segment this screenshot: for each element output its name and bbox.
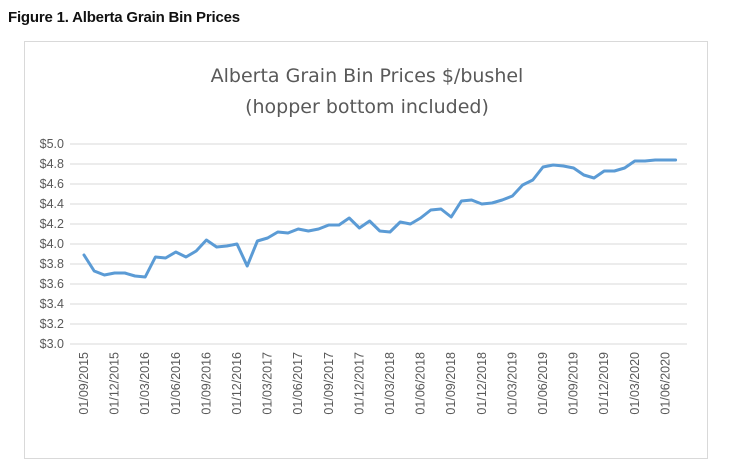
y-tick-label: $5.0 — [40, 137, 64, 151]
x-tick-label: 01/06/2017 — [291, 352, 305, 415]
y-tick-label: $3.2 — [40, 317, 64, 331]
x-tick-label: 01/03/2016 — [138, 352, 152, 415]
x-tick-label: 01/09/2019 — [567, 352, 581, 415]
chart-frame: Alberta Grain Bin Prices $/bushel (hoppe… — [24, 41, 708, 459]
series-line — [82, 158, 678, 279]
gridlines — [70, 143, 687, 345]
chart-subtitle: (hopper bottom included) — [245, 96, 489, 118]
y-tick-label: $3.8 — [40, 257, 64, 271]
x-tick-label: 01/12/2018 — [475, 352, 489, 415]
series-layer — [82, 158, 678, 279]
x-tick-label: 01/12/2019 — [597, 352, 611, 415]
y-tick-label: $4.0 — [40, 237, 64, 251]
y-axis-ticks: $3.0 $3.2 $3.4 $3.6 $3.8 $4.0 $4.2 $4.4 $4.6 $4.8… — [40, 137, 64, 351]
x-tick-label: 01/03/2018 — [383, 352, 397, 415]
x-tick-label: 01/06/2018 — [414, 352, 428, 415]
x-tick-label: 01/09/2016 — [199, 352, 213, 415]
chart-title: Alberta Grain Bin Prices $/bushel — [211, 65, 524, 87]
x-axis-ticks: 01/09/2015 01/12/2015 01/03/2016 01/06/2016… — [77, 352, 672, 415]
figure-caption: Figure 1. Alberta Grain Bin Prices — [8, 9, 240, 26]
x-tick-label: 01/03/2019 — [505, 352, 519, 415]
y-tick-label: $4.8 — [40, 157, 64, 171]
x-tick-label: 01/09/2015 — [77, 352, 91, 415]
x-tick-label: 01/06/2016 — [169, 352, 183, 415]
x-tick-label: 01/06/2020 — [658, 352, 672, 415]
x-tick-label: 01/12/2015 — [108, 352, 122, 415]
y-tick-label: $4.4 — [40, 197, 64, 211]
line-chart: Alberta Grain Bin Prices $/bushel (hoppe… — [40, 65, 687, 415]
x-tick-label: 01/03/2020 — [628, 352, 642, 415]
x-tick-label: 01/12/2016 — [230, 352, 244, 415]
x-tick-label: 01/09/2018 — [444, 352, 458, 415]
y-tick-label: $3.6 — [40, 277, 64, 291]
x-tick-label: 01/06/2019 — [536, 352, 550, 415]
y-tick-label: $3.4 — [40, 297, 64, 311]
y-tick-label: $3.0 — [40, 337, 64, 351]
x-tick-label: 01/12/2017 — [352, 352, 366, 415]
y-tick-label: $4.6 — [40, 177, 64, 191]
x-tick-label: 01/03/2017 — [261, 352, 275, 415]
y-tick-label: $4.2 — [40, 217, 64, 231]
x-tick-label: 01/09/2017 — [322, 352, 336, 415]
